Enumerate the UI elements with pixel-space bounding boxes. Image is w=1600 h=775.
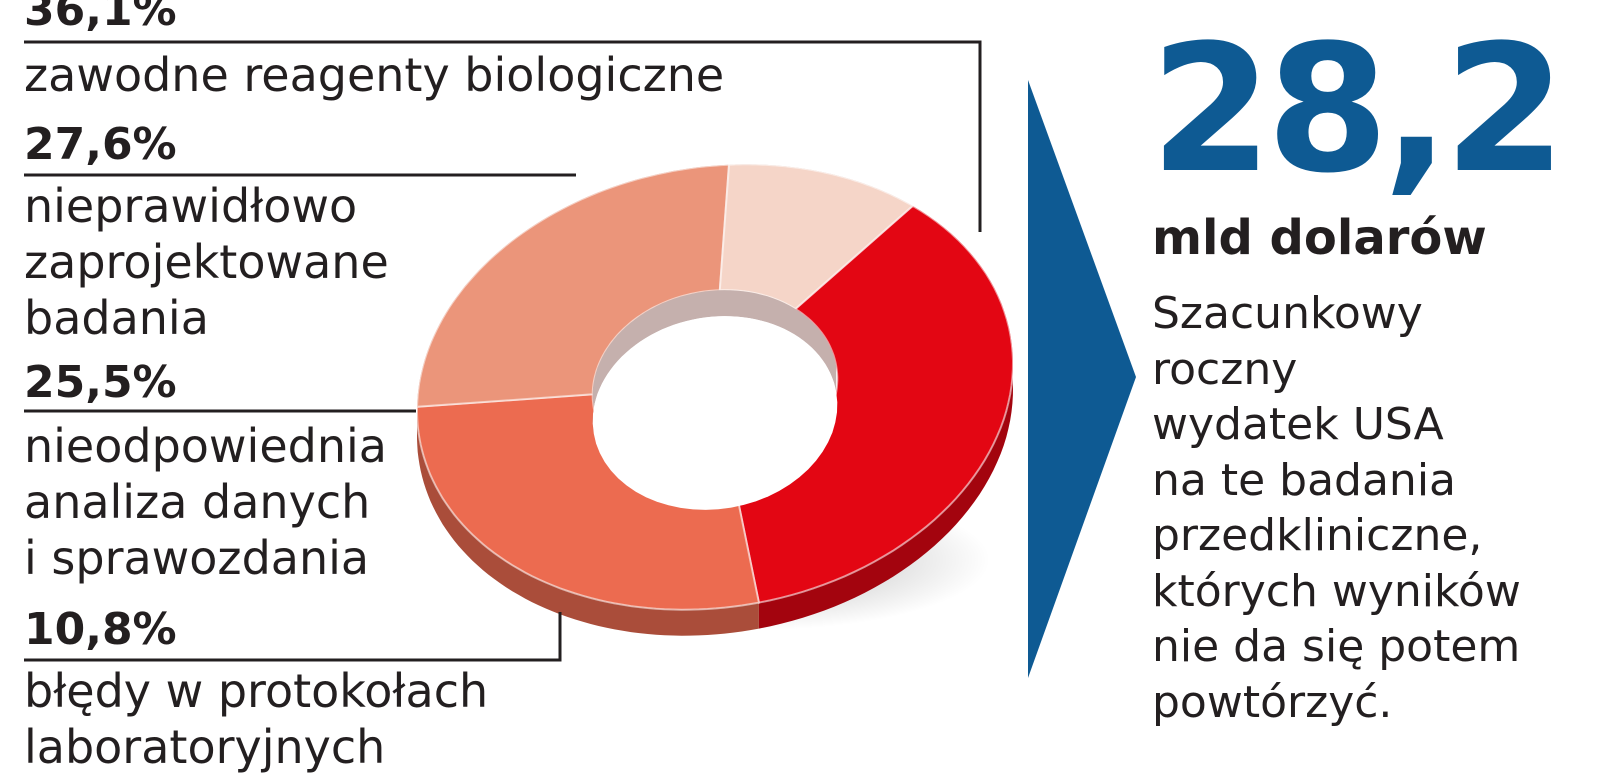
slice-3-percent: 25,5% bbox=[24, 357, 177, 408]
slice-4-label: błędy w protokołach laboratoryjnych bbox=[24, 664, 489, 774]
donut-hole bbox=[592, 316, 838, 510]
total-cost-value: 28,2 bbox=[1150, 7, 1566, 212]
slice-1-percent: 36,1% bbox=[24, 0, 177, 36]
donut-hole-wall bbox=[592, 290, 837, 434]
leader-line-4 bbox=[24, 612, 562, 662]
leader-line-1 bbox=[24, 40, 982, 232]
leader-lines bbox=[24, 40, 982, 662]
chart-slices bbox=[415, 163, 1015, 611]
slice-1-side bbox=[758, 205, 1013, 629]
slice-2-side bbox=[417, 406, 759, 636]
slice-1-label: zawodne reagenty biologiczne bbox=[24, 48, 725, 102]
slice-2-percent: 27,6% bbox=[24, 119, 177, 170]
slice-3-label: nieodpowiednia analiza danych i sprawozd… bbox=[24, 419, 387, 585]
total-cost-description: Szacunkowy roczny wydatek USA na te bada… bbox=[1152, 288, 1521, 728]
total-cost-unit: mld dolarów bbox=[1152, 210, 1487, 266]
slice-4 bbox=[718, 163, 915, 311]
slice-4-percent: 10,8% bbox=[24, 604, 177, 655]
slice-2-label: nieprawidłowo zaprojektowane badania bbox=[24, 179, 389, 345]
